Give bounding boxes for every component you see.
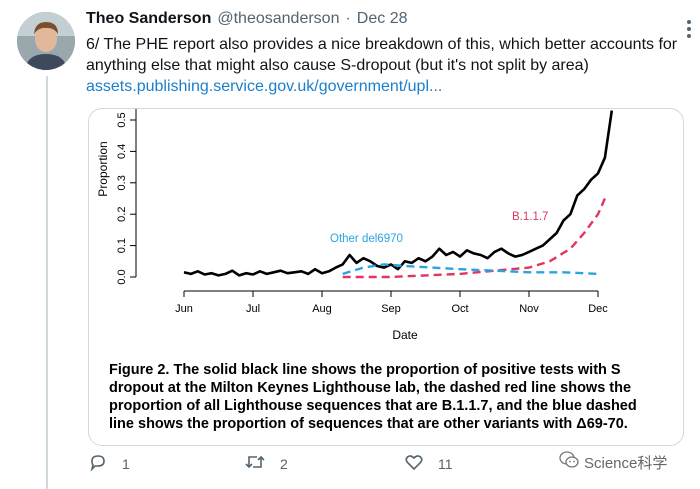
avatar[interactable]: [17, 12, 75, 70]
y-tick-label: 0.3: [116, 175, 128, 190]
reply-count: 1: [122, 455, 130, 472]
action-bar: 1 2 11: [88, 452, 688, 482]
tweet: Theo Sanderson @theosanderson · Dec 28 6…: [86, 10, 686, 97]
retweet-button[interactable]: 2: [244, 452, 288, 475]
y-tick-label: 0.0: [116, 269, 128, 284]
x-tick-label: Jun: [175, 303, 193, 315]
x-axis-title: Date: [392, 328, 418, 342]
media-card[interactable]: 0.0 0.1 0.2 0.3 0.4 0.5 Jun Jul Aug Sep Oct Nov Dec …: [88, 108, 684, 446]
tweet-link[interactable]: assets.publishing.service.gov.uk/governm…: [86, 78, 443, 95]
tweet-date[interactable]: Dec 28: [356, 10, 408, 27]
separator: ·: [345, 10, 351, 27]
watermark: Science科学: [558, 450, 667, 474]
figure-caption: Figure 2. The solid black line shows the…: [109, 362, 637, 432]
like-count: 11: [438, 455, 453, 472]
heart-icon: [404, 452, 438, 475]
retweet-count: 2: [280, 455, 288, 472]
series-line-other-del6970: [342, 263, 599, 276]
series-line-s-dropout: [183, 110, 614, 277]
series-line-b-1-1-7: [342, 198, 606, 279]
y-tick-label: 0.5: [116, 112, 128, 127]
retweet-icon: [244, 452, 280, 475]
x-tick-label: Oct: [451, 303, 468, 315]
y-tick-label: 0.2: [116, 207, 128, 222]
thread-line: [46, 76, 48, 489]
annotation-other-del6970: Other del6970: [330, 233, 403, 245]
x-tick-label: Dec: [588, 303, 608, 315]
y-tick-label: 0.4: [116, 144, 128, 159]
reply-button[interactable]: 1: [88, 452, 130, 475]
wechat-icon: [558, 450, 580, 474]
display-name[interactable]: Theo Sanderson: [86, 10, 212, 27]
like-button[interactable]: 11: [404, 452, 453, 475]
x-tick-label: Aug: [312, 303, 332, 315]
chart-axes: 0.0 0.1 0.2 0.3 0.4 0.5 Jun Jul Aug Sep Oct Nov Dec: [116, 109, 608, 315]
annotation-b-1-1-7: B.1.1.7: [512, 211, 548, 223]
watermark-text: Science科学: [584, 454, 668, 472]
x-tick-label: Sep: [381, 303, 401, 315]
tweet-text: 6/ The PHE report also provides a nice b…: [86, 36, 678, 74]
handle[interactable]: @theosanderson: [217, 10, 340, 27]
more-icon[interactable]: [682, 14, 696, 49]
y-tick-label: 0.1: [116, 238, 128, 253]
x-tick-label: Nov: [519, 303, 539, 315]
y-axis-title: Proportion: [96, 141, 110, 196]
tweet-header: Theo Sanderson @theosanderson · Dec 28: [86, 10, 686, 28]
x-tick-label: Jul: [246, 303, 260, 315]
reply-icon: [88, 452, 122, 475]
